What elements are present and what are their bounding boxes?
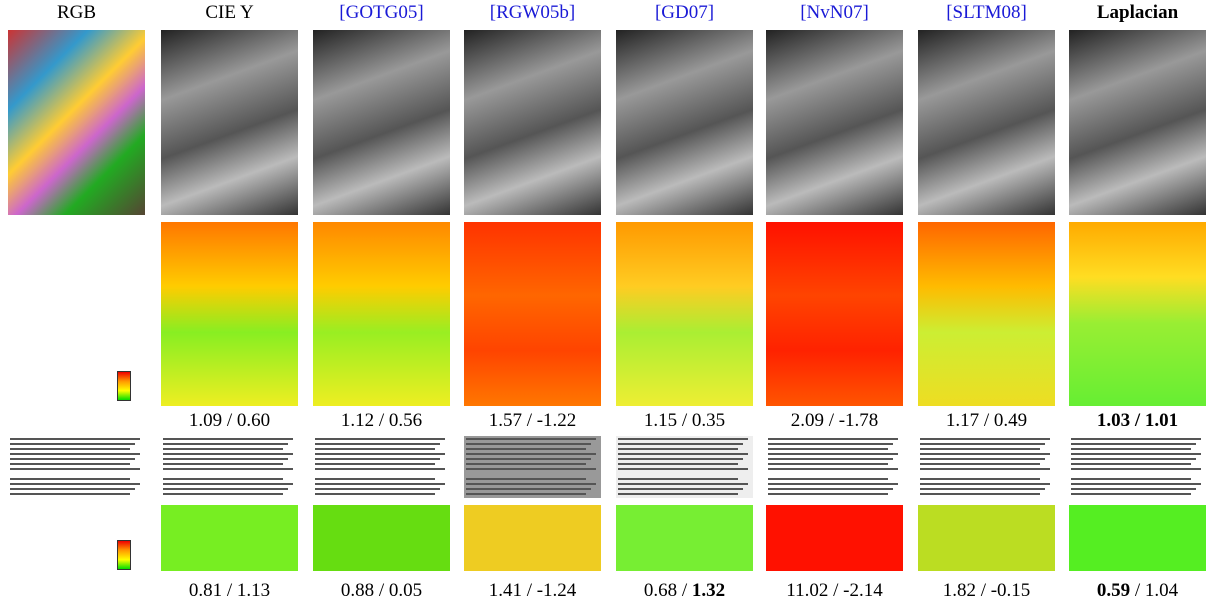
error-map xyxy=(766,505,903,571)
score: 0.68 / 1.32 xyxy=(616,580,753,602)
column-header: [GD07] xyxy=(616,2,753,24)
photo xyxy=(616,30,753,215)
score-value: 2.09 xyxy=(791,410,824,431)
document xyxy=(766,436,903,498)
colorbar xyxy=(117,371,131,401)
score: 1.57 / -1.22 xyxy=(464,410,601,432)
error-map xyxy=(616,222,753,406)
score-value: 0.60 xyxy=(237,410,270,431)
photo xyxy=(1069,30,1206,215)
document xyxy=(616,436,753,498)
score-value: 0.49 xyxy=(994,410,1027,431)
colorbar xyxy=(117,540,131,570)
score: 1.17 / 0.49 xyxy=(918,410,1055,432)
score-value: 0.56 xyxy=(389,410,422,431)
score: 1.41 / -1.24 xyxy=(464,580,601,602)
column-header: Laplacian xyxy=(1069,2,1206,24)
error-map xyxy=(766,222,903,406)
score-value: 11.02 xyxy=(786,580,828,601)
score-value: 1.32 xyxy=(692,580,725,601)
error-map xyxy=(616,505,753,571)
figure: RGB CIE Y [GOTG05] [RGW05b] [GD07] [NvN07] [SL… xyxy=(0,0,1206,608)
score: 11.02 / -2.14 xyxy=(766,580,903,602)
error-map xyxy=(313,222,450,406)
document xyxy=(464,436,601,498)
score-value: 1.01 xyxy=(1145,410,1178,431)
error-map xyxy=(464,505,601,571)
score: 1.82 / -0.15 xyxy=(918,580,1055,602)
error-map xyxy=(1069,505,1206,571)
error-map xyxy=(464,222,601,406)
score-value: 1.04 xyxy=(1145,580,1178,601)
document xyxy=(918,436,1055,498)
error-map xyxy=(161,505,298,571)
separator: / xyxy=(522,580,537,601)
separator: / xyxy=(522,410,537,431)
photo xyxy=(313,30,450,215)
error-map xyxy=(313,505,450,571)
separator: / xyxy=(1130,410,1145,431)
score-value: 1.09 xyxy=(189,410,222,431)
score: 1.15 / 0.35 xyxy=(616,410,753,432)
document xyxy=(161,436,298,498)
separator: / xyxy=(222,410,237,431)
score-value: 1.12 xyxy=(341,410,374,431)
column-header: CIE Y xyxy=(161,2,298,24)
separator: / xyxy=(222,580,237,601)
separator: / xyxy=(374,580,389,601)
photo xyxy=(8,30,145,215)
separator: / xyxy=(976,580,991,601)
score-value: -1.22 xyxy=(537,410,577,431)
score: 2.09 / -1.78 xyxy=(766,410,903,432)
score: 1.09 / 0.60 xyxy=(161,410,298,432)
separator: / xyxy=(374,410,389,431)
photo xyxy=(766,30,903,215)
column-header: [GOTG05] xyxy=(313,2,450,24)
error-map xyxy=(918,505,1055,571)
error-map xyxy=(918,222,1055,406)
score-value: -1.78 xyxy=(839,410,879,431)
separator: / xyxy=(828,580,843,601)
separator: / xyxy=(677,580,692,601)
document xyxy=(8,436,145,498)
score: 0.59 / 1.04 xyxy=(1069,580,1206,602)
column-header: [NvN07] xyxy=(766,2,903,24)
error-map xyxy=(161,222,298,406)
score-value: -1.24 xyxy=(537,580,577,601)
score-value: 0.88 xyxy=(341,580,374,601)
separator: / xyxy=(1130,580,1145,601)
score: 1.03 / 1.01 xyxy=(1069,410,1206,432)
photo xyxy=(161,30,298,215)
column-header: [SLTM08] xyxy=(918,2,1055,24)
score-value: 1.15 xyxy=(644,410,677,431)
score: 0.88 / 0.05 xyxy=(313,580,450,602)
score-value: 0.05 xyxy=(389,580,422,601)
score-value: 1.17 xyxy=(946,410,979,431)
error-map xyxy=(1069,222,1206,406)
score-value: 1.13 xyxy=(237,580,270,601)
column-header: [RGW05b] xyxy=(464,2,601,24)
score-value: 0.68 xyxy=(644,580,677,601)
score-value: 1.03 xyxy=(1097,410,1130,431)
score-value: -2.14 xyxy=(843,580,883,601)
separator: / xyxy=(979,410,994,431)
score: 0.81 / 1.13 xyxy=(161,580,298,602)
score-value: 0.35 xyxy=(692,410,725,431)
photo xyxy=(464,30,601,215)
photo xyxy=(918,30,1055,215)
score-value: 1.82 xyxy=(943,580,976,601)
score-value: 0.81 xyxy=(189,580,222,601)
score-value: -0.15 xyxy=(991,580,1031,601)
score: 1.12 / 0.56 xyxy=(313,410,450,432)
separator: / xyxy=(824,410,839,431)
score-value: 1.57 xyxy=(489,410,522,431)
column-header: RGB xyxy=(8,2,145,24)
document xyxy=(313,436,450,498)
separator: / xyxy=(677,410,692,431)
document xyxy=(1069,436,1206,498)
score-value: 0.59 xyxy=(1097,580,1130,601)
score-value: 1.41 xyxy=(489,580,522,601)
